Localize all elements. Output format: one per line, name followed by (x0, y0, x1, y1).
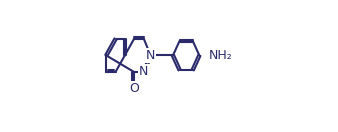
Text: N: N (146, 49, 155, 62)
Text: N: N (139, 65, 149, 78)
Text: NH₂: NH₂ (209, 49, 232, 62)
Text: O: O (129, 82, 139, 95)
